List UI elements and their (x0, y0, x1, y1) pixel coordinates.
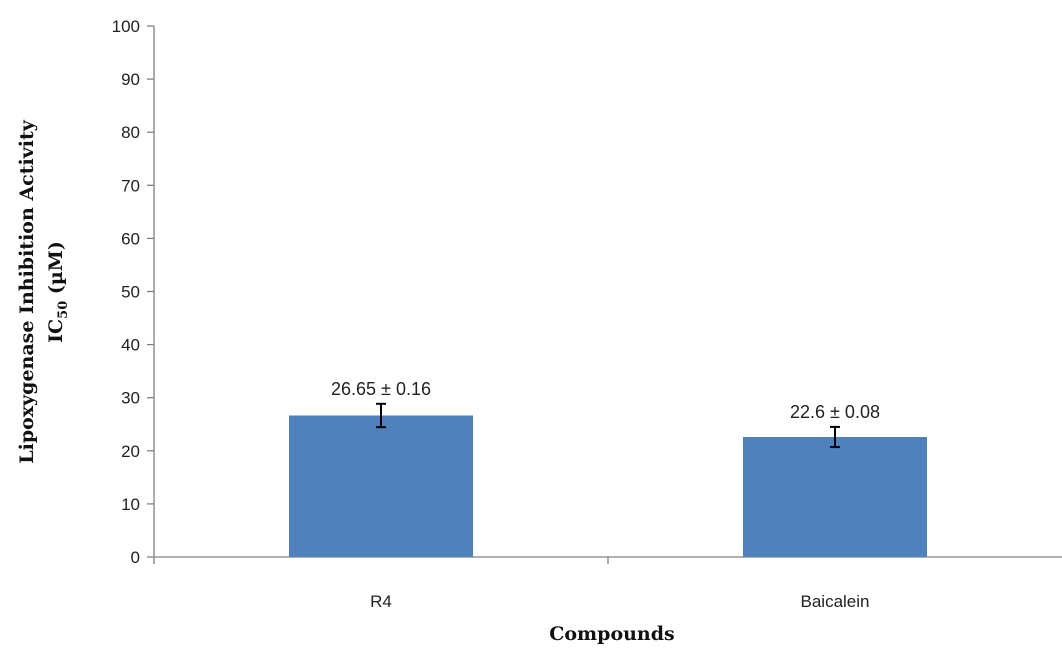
y-tick-label: 20 (121, 442, 140, 461)
y-tick-label: 50 (121, 283, 140, 302)
y-axis-ticks: 0 10 20 30 40 50 60 70 80 90 100 (112, 17, 140, 567)
y-tick-label: 80 (121, 123, 140, 142)
y-axis-title-subscript: 50 (56, 301, 71, 319)
y-tick-label: 30 (121, 389, 140, 408)
y-tick-label: 40 (121, 336, 140, 355)
y-axis-title-unit: (µM) (45, 241, 67, 301)
x-axis-tick-labels: R4 Baicalein (370, 592, 869, 611)
data-label: 26.65 ± 0.16 (331, 379, 431, 399)
y-tick-label: 60 (121, 229, 140, 248)
data-labels: 26.65 ± 0.16 22.6 ± 0.08 (331, 379, 880, 422)
error-bars (376, 402, 840, 449)
y-tick-label: 100 (112, 17, 140, 36)
y-tick-label: 90 (121, 70, 140, 89)
bar (743, 436, 927, 557)
y-axis-title-line2: IC50 (µM) (45, 241, 71, 343)
y-tick-label: 70 (121, 176, 140, 195)
data-label: 22.6 ± 0.08 (790, 402, 880, 422)
bar (289, 415, 473, 557)
y-axis-title-ic: IC (45, 319, 67, 343)
bars (289, 415, 927, 557)
x-tick-label: R4 (370, 592, 392, 611)
x-axis-title: Compounds (549, 623, 674, 645)
x-tick-label: Baicalein (801, 592, 870, 611)
y-tick-label: 10 (121, 495, 140, 514)
y-tick-label: 0 (131, 548, 140, 567)
y-axis-title-line1: Lipoxygenase Inhibition Activity (16, 119, 38, 463)
